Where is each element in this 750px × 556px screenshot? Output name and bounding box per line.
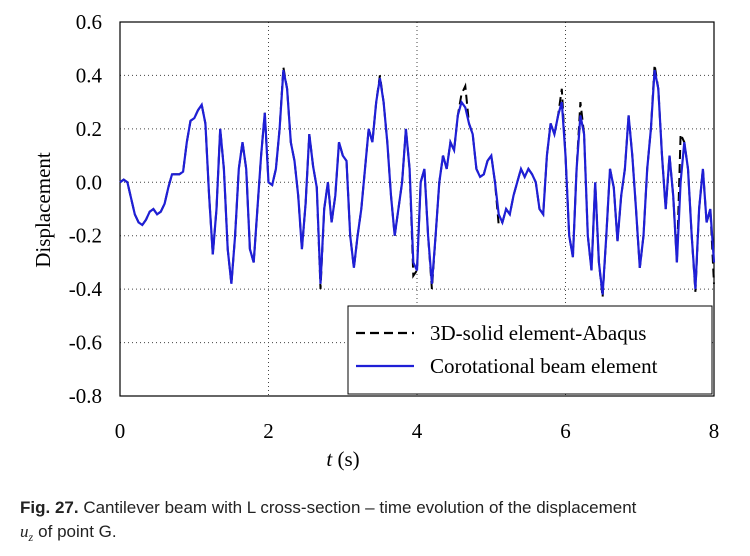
- caption-text: Cantilever beam with L cross-section – t…: [83, 498, 636, 517]
- legend-label: Corotational beam element: [430, 354, 658, 378]
- y-tick-label: 0.2: [76, 117, 102, 141]
- y-axis-label: Displacement: [31, 152, 55, 268]
- x-label-symbol: t: [326, 447, 333, 471]
- x-tick-label: 8: [709, 419, 720, 443]
- y-tick-label: -0.2: [69, 224, 102, 248]
- x-tick-label: 6: [560, 419, 571, 443]
- series-line: [119, 69, 716, 295]
- y-tick-label: 0.6: [76, 10, 102, 34]
- plot-frame: [119, 21, 715, 397]
- x-axis-label: t (s): [326, 447, 359, 471]
- x-label-unit: (s): [337, 447, 359, 471]
- x-tick-label: 2: [263, 419, 274, 443]
- legend-label: 3D-solid element-Abaqus: [430, 321, 646, 345]
- y-tick-label: -0.8: [69, 384, 102, 408]
- x-tick-label: 0: [115, 419, 126, 443]
- caption-line-2: uz of point G.: [20, 522, 117, 544]
- caption-symbol: u: [20, 522, 29, 541]
- x-tick-label: 4: [412, 419, 423, 443]
- legend-box: [347, 305, 713, 395]
- caption-label: Fig. 27.: [20, 498, 79, 517]
- y-tick-label: -0.6: [69, 331, 102, 355]
- y-tick-label: 0.4: [76, 63, 103, 87]
- caption-end: of point G.: [38, 522, 116, 541]
- y-tick-label: -0.4: [69, 277, 103, 301]
- y-tick-label: 0.0: [76, 170, 102, 194]
- caption-subscript: z: [28, 530, 34, 544]
- caption: Fig. 27. Cantilever beam with L cross-se…: [20, 498, 637, 517]
